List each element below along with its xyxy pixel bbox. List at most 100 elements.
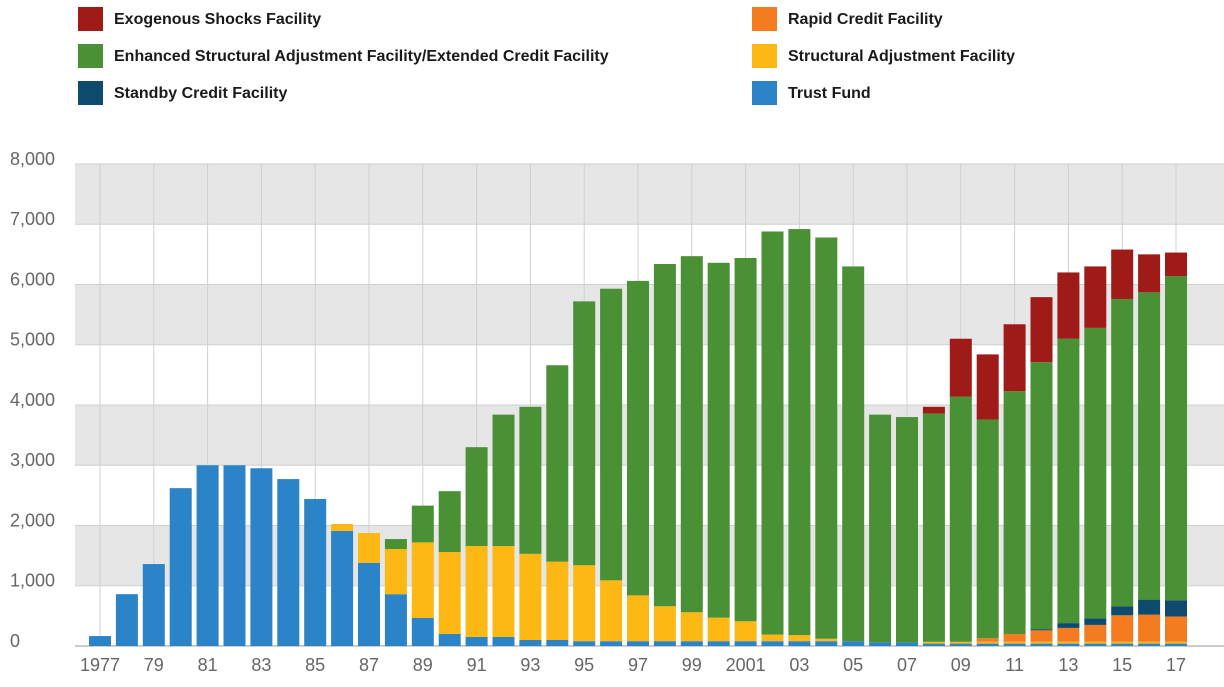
bar-segment [627, 641, 649, 646]
bar-segment [976, 643, 999, 646]
legend-label: Structural Adjustment Facility [788, 48, 1015, 65]
bar-segment [1084, 643, 1107, 646]
bar-segment [142, 564, 165, 646]
legend-label: Enhanced Structural Adjustment Facility/… [114, 48, 609, 65]
bar-segment [384, 594, 407, 646]
bar-segment [922, 643, 945, 646]
bar-segment [1003, 633, 1026, 642]
bar-segment [1138, 643, 1161, 646]
bar-segment [1165, 641, 1187, 644]
bar-segment [1057, 623, 1080, 628]
bar-segment [1003, 641, 1026, 644]
bar-segment [1084, 618, 1107, 625]
bar-segment [1057, 627, 1080, 642]
bar-segment [922, 413, 945, 642]
bar-segment [1003, 391, 1026, 634]
bar-segment [896, 642, 918, 646]
bar-segment [1165, 252, 1187, 277]
x-tick-label: 05 [843, 655, 863, 675]
legend-label: Rapid Credit Facility [788, 11, 943, 28]
bar-segment [1111, 643, 1134, 646]
bar-segment [680, 612, 703, 642]
bar-segment [438, 633, 461, 646]
bar-segment [1111, 298, 1134, 607]
bar-segment [438, 552, 461, 634]
bar-segment [842, 266, 865, 642]
bar-segment [331, 530, 354, 646]
bar-segment [304, 498, 327, 646]
bar-segment [1084, 327, 1107, 619]
grid-band [75, 164, 1224, 225]
bar-segment [1057, 272, 1080, 339]
bar-segment [1084, 266, 1107, 328]
bar-segment [627, 280, 649, 596]
y-tick-label: 0 [10, 631, 20, 651]
x-tick-label: 1977 [80, 655, 120, 675]
bar-segment [1165, 643, 1187, 646]
bar-segment [1138, 599, 1161, 615]
bar-segment [653, 606, 676, 642]
legend-swatch [752, 81, 777, 105]
bar-segment [949, 641, 972, 644]
bar-segment [1165, 276, 1187, 601]
legend-label: Trust Fund [788, 85, 871, 102]
bar-segment [411, 542, 434, 618]
bar-segment [788, 641, 811, 646]
legend-label: Standby Credit Facility [114, 85, 287, 102]
bar-segment [734, 641, 757, 646]
bar-segment [1030, 362, 1053, 630]
bar-segment [1165, 616, 1187, 642]
bar-segment [223, 465, 246, 646]
bar-segment [573, 301, 596, 566]
bar-segment [949, 338, 972, 397]
bar-segment [1138, 641, 1161, 644]
y-tick-label: 3,000 [10, 450, 55, 470]
bar-segment [842, 641, 865, 646]
x-tick-label: 87 [359, 655, 379, 675]
bar-segment [546, 561, 569, 640]
bar-segment [600, 580, 623, 642]
y-tick-label: 6,000 [10, 269, 55, 289]
bar-segment [600, 641, 623, 646]
x-tick-label: 95 [574, 655, 594, 675]
legend-swatch [752, 44, 777, 68]
bar-segment [707, 641, 730, 646]
bar-segment [869, 642, 892, 646]
bar-segment [653, 641, 676, 646]
x-tick-label: 07 [897, 655, 917, 675]
bar-segment [519, 553, 542, 640]
bar-segment [1165, 600, 1187, 617]
bar-segment [869, 414, 892, 643]
bar-segment [384, 548, 407, 595]
x-tick-label: 2001 [726, 655, 766, 675]
x-tick-label: 93 [520, 655, 540, 675]
x-tick-label: 15 [1112, 655, 1132, 675]
bar-segment [1003, 643, 1026, 646]
y-tick-label: 1,000 [10, 571, 55, 591]
bar-segment [573, 641, 596, 646]
bar-segment [761, 231, 784, 635]
y-tick-label: 2,000 [10, 510, 55, 530]
bar-segment [1030, 297, 1053, 363]
bar-segment [358, 562, 380, 646]
bar-segment [519, 406, 542, 554]
bar-segment [1111, 641, 1134, 644]
bar-segment [331, 523, 354, 531]
bar-segment [680, 641, 703, 646]
legend-swatch [752, 7, 777, 31]
bar-segment [384, 539, 407, 549]
x-tick-label: 91 [467, 655, 487, 675]
bar-segment [1030, 643, 1053, 646]
bar-segment [546, 365, 569, 562]
bar-segment [600, 288, 623, 581]
bar-segment [922, 406, 945, 414]
bar-segment [277, 479, 300, 646]
bar-segment [815, 638, 838, 642]
bar-segment [653, 264, 676, 607]
bar-segment [573, 565, 596, 642]
bar-segment [707, 262, 730, 618]
bar-segment [949, 643, 972, 646]
bar-segment [411, 617, 434, 646]
bar-segment [815, 641, 838, 646]
